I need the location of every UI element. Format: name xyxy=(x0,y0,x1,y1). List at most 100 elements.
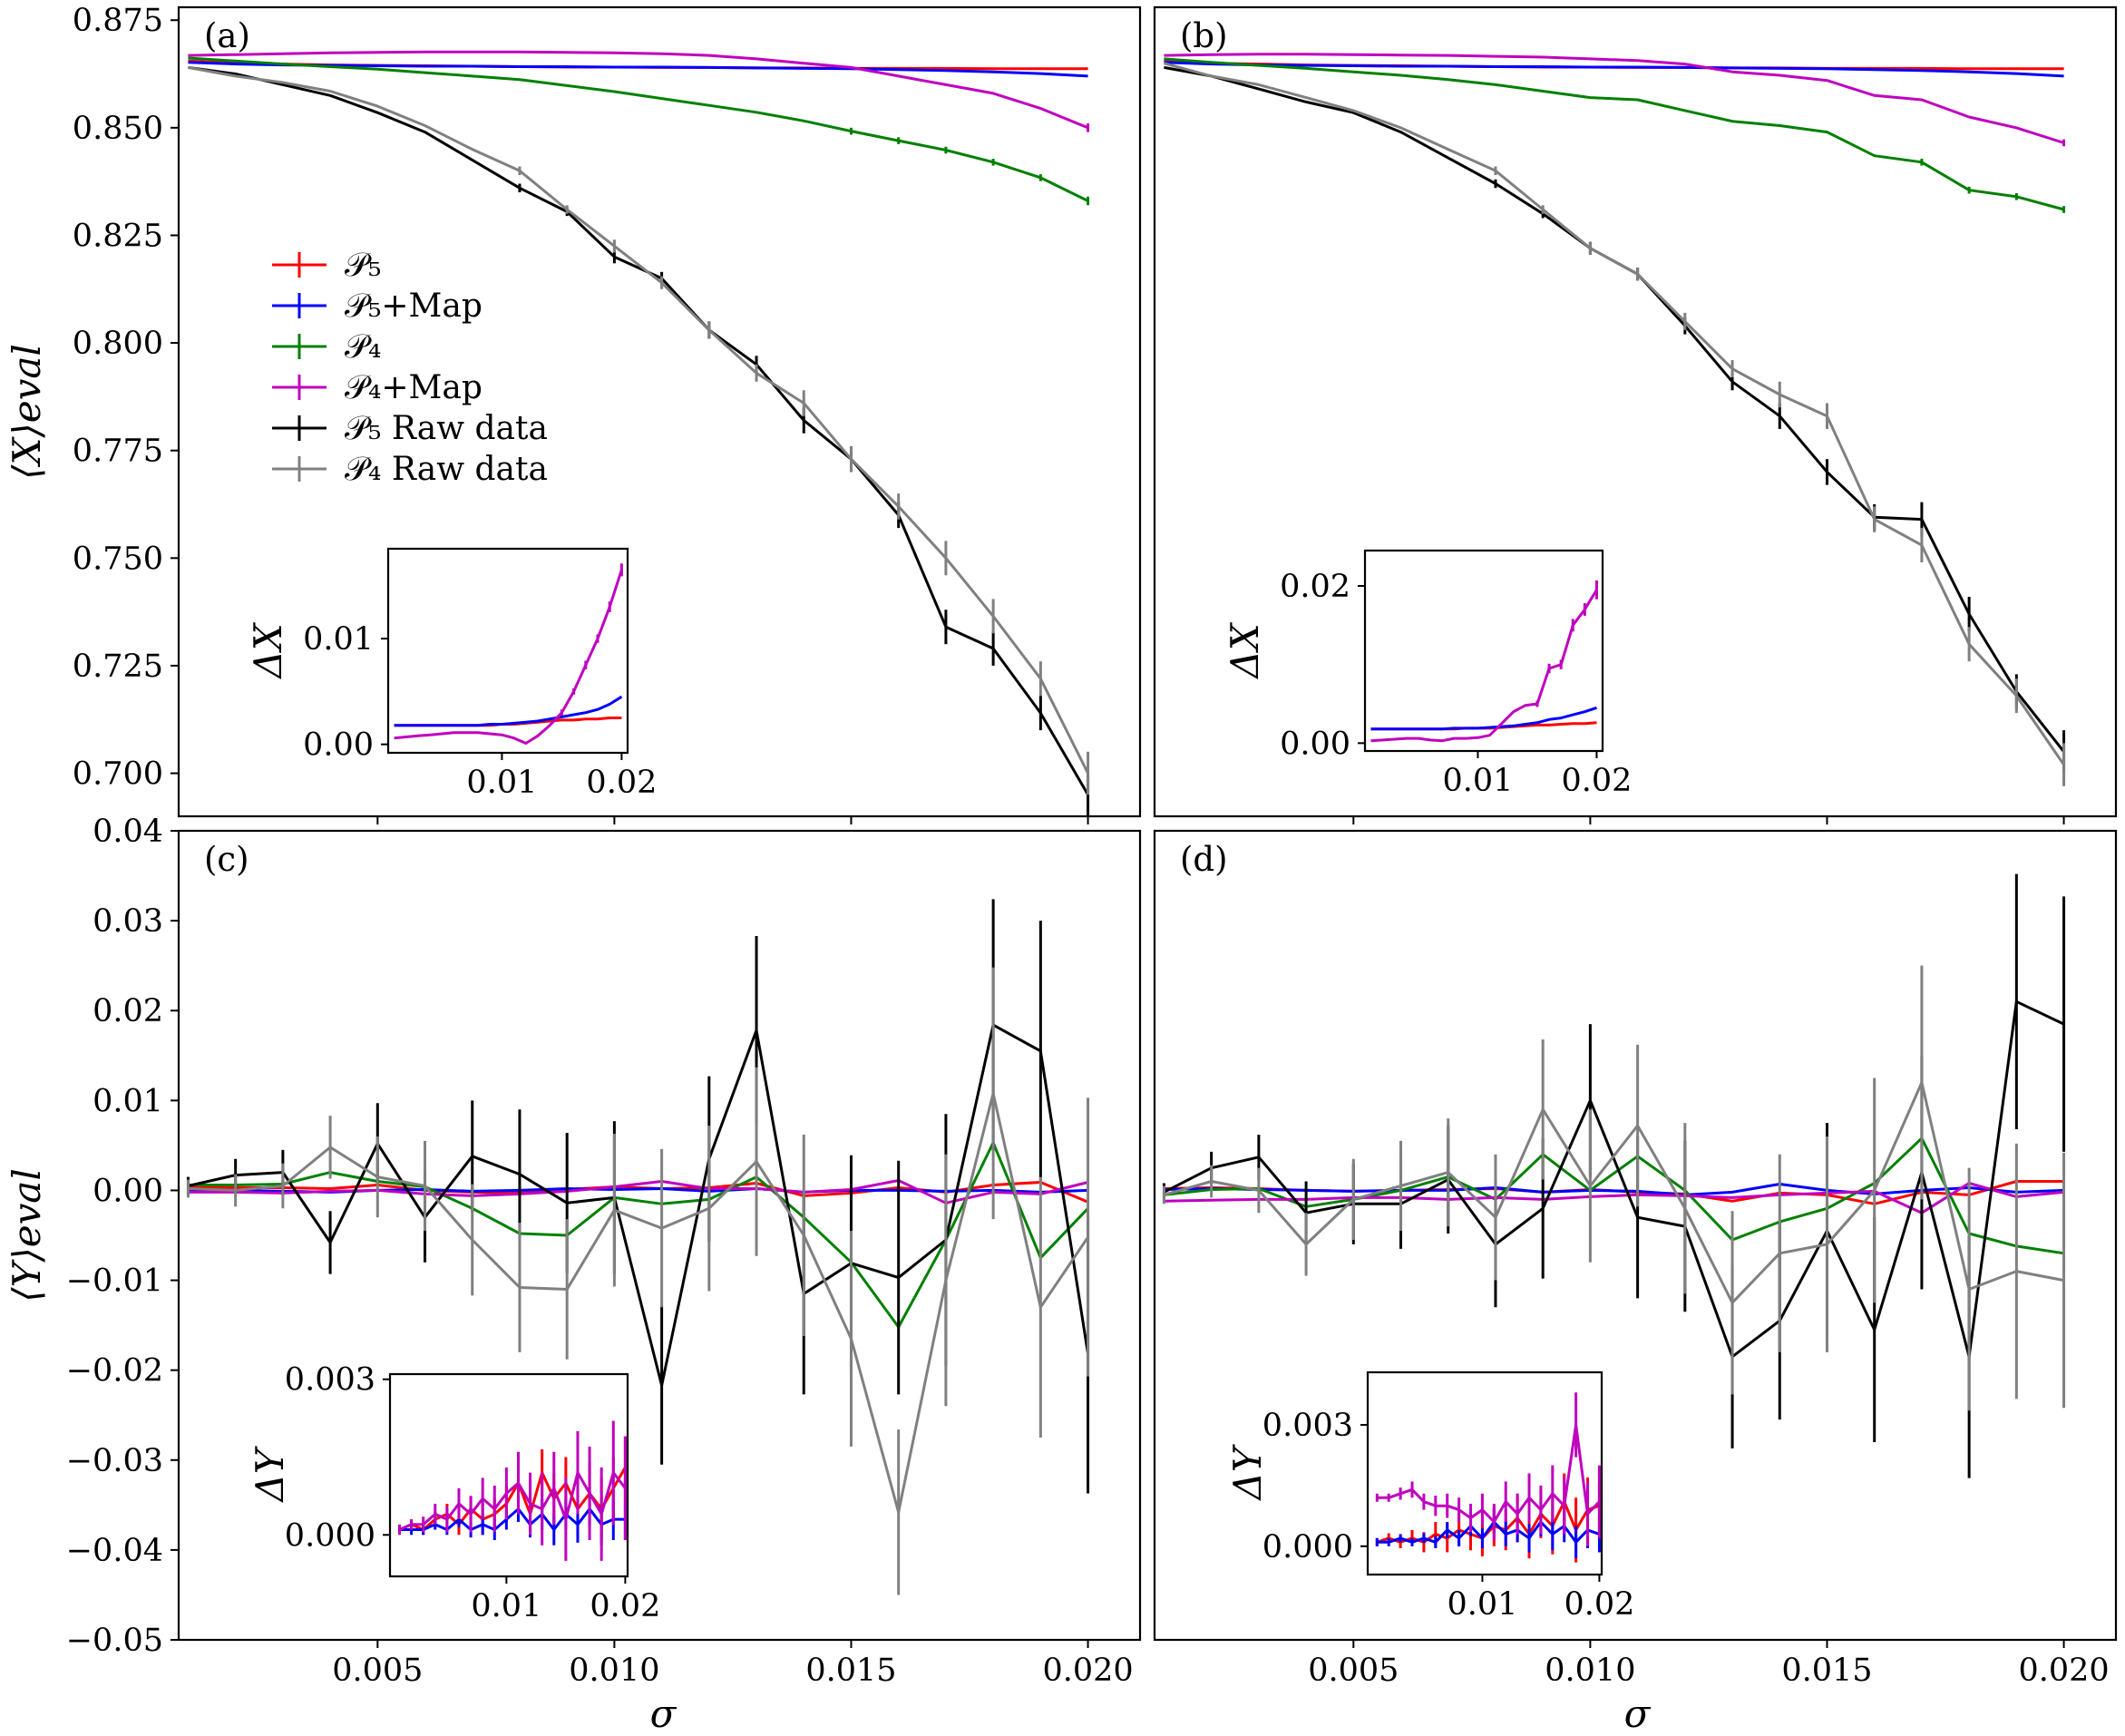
panel-c-background xyxy=(179,831,1140,1640)
panel-a-inset-y-tick-label: 0.00 xyxy=(303,727,374,764)
panel-a-inset-y-tick-label: 0.01 xyxy=(303,621,374,658)
panel-d-plot-area xyxy=(1162,873,2066,1478)
legend-label-P4Raw: 𝒫₄ Raw data xyxy=(345,451,548,488)
panel-c-y-tick-label: −0.01 xyxy=(66,1263,163,1300)
panel-b-series-P5Map xyxy=(1164,61,2064,78)
panel-a-frame xyxy=(177,5,1142,818)
panel-a-series-P5Map xyxy=(188,61,1088,78)
panel-a-inset-series-P4Map xyxy=(394,569,623,745)
panel-a-series-P5Raw xyxy=(188,65,1089,796)
panel-c-y-tick-label: 0.04 xyxy=(93,814,163,850)
panel-b-inset-plot-area xyxy=(1370,580,1598,743)
panel-c-inset-x-tick-label: 0.02 xyxy=(590,1588,660,1624)
panel-b-inset-background xyxy=(1365,551,1603,751)
panel-a-inset-frame xyxy=(386,547,629,755)
panel-c-inset-background xyxy=(390,1374,628,1576)
panel-d-x-tick-label: 0.010 xyxy=(1545,1653,1635,1689)
panel-a-y-axis-label: ⟨X⟩eval xyxy=(5,344,49,480)
panel-c-x-tick-label: 0.010 xyxy=(569,1653,659,1689)
panel-d-inset-frame xyxy=(1366,1370,1603,1576)
panel-a-label: (a) xyxy=(204,16,250,55)
legend-label-P5Raw: 𝒫₅ Raw data xyxy=(345,410,548,447)
panel-b-inset-y-axis-label: ΔX xyxy=(1223,621,1267,679)
panel-b-inset-x-tick-label: 0.01 xyxy=(1442,763,1513,799)
panel-a-series-P4Map xyxy=(188,50,1089,130)
panel-c-inset-series-P4Map xyxy=(398,1471,627,1531)
panel-b-frame xyxy=(1153,5,2118,818)
panel-b-plot-area xyxy=(1164,53,2066,786)
panel-c-inset-x-tick-label: 0.01 xyxy=(471,1588,541,1624)
panel-d-inset-y-tick-label: 0.000 xyxy=(1262,1529,1353,1565)
panel-c-inset-y-tick-label: 0.000 xyxy=(285,1517,375,1554)
panel-b-background xyxy=(1155,7,2116,816)
panel-d-inset-plot-area xyxy=(1375,1392,1601,1563)
panel-a-inset-x-tick-label: 0.02 xyxy=(586,765,657,801)
panel-d-axes: 0.005 0.010 0.015 0.020 (d) xyxy=(1153,829,2118,1689)
panel-b-inset-frame xyxy=(1363,549,1604,753)
panel-d-label: (d) xyxy=(1180,840,1228,879)
panel-a-inset-y-axis-label: ΔX xyxy=(246,621,290,679)
panel-c-inset-series-P5 xyxy=(398,1467,627,1531)
panel-c-axes: 0.005 0.010 0.015 0.020 −0.05 −0.04 −0.03 −0.02… xyxy=(5,814,1142,1689)
panel-c-y-tick-label: −0.03 xyxy=(66,1443,163,1479)
panel-a-y-tick-label: 0.850 xyxy=(73,111,163,147)
legend-label-P4: 𝒫₄ xyxy=(345,328,381,366)
panel-a-y-tick-label: 0.875 xyxy=(73,3,163,39)
panel-a-y-tick-label: 0.725 xyxy=(73,649,163,685)
panel-c-y-tick-label: 0.00 xyxy=(93,1173,163,1209)
panel-d-inset-y-axis-label: ΔY xyxy=(1225,1443,1270,1501)
panel-a-inset-series-P5Map xyxy=(394,695,623,727)
panel-d-inset-x-tick-label: 0.02 xyxy=(1564,1586,1634,1623)
panel-a-background xyxy=(179,7,1140,816)
panel-d-inset-background xyxy=(1368,1372,1602,1575)
panel-b-inset-series-P5Map xyxy=(1370,706,1597,731)
panel-c-plot-area xyxy=(186,899,1090,1595)
panel-c-inset-series-P5Map xyxy=(399,1507,626,1531)
panel-b-inset-x-tick-label: 0.02 xyxy=(1561,763,1632,799)
panel-b-inset-y-tick-label: 0.00 xyxy=(1280,726,1350,762)
panel-a-y-tick-label: 0.775 xyxy=(73,434,163,470)
panel-c-y-tick-label: 0.03 xyxy=(93,903,163,940)
panel-c-inset-y-tick-label: 0.003 xyxy=(285,1362,375,1399)
panel-a-plot-area xyxy=(188,50,1090,816)
panel-b-series-P4Map xyxy=(1164,53,2065,144)
panel-d-inset-x-tick-label: 0.01 xyxy=(1447,1586,1517,1623)
panel-a-inset-plot-area xyxy=(394,563,623,745)
panel-b-inset-y-tick-label: 0.02 xyxy=(1280,569,1350,605)
panel-c-inset-y-axis-label: ΔY xyxy=(248,1445,292,1503)
panel-b-axes: (b) xyxy=(1153,5,2118,824)
legend-label-P5: 𝒫₅ xyxy=(345,247,381,284)
panel-c-series-P4Map xyxy=(188,1179,1088,1204)
panel-d-series-P5Map xyxy=(1164,1183,2064,1196)
panel-c-inset-frame xyxy=(388,1372,629,1578)
panel-c-x-tick-label: 0.005 xyxy=(332,1653,423,1689)
panel-a-axes: 0.700 0.725 0.750 0.775 0.800 0.825 0.850 0.875… xyxy=(5,3,1142,824)
panel-b-inset-axes: 0.01 0.02 0.00 0.02 ΔX xyxy=(1223,549,1632,799)
panel-c-y-tick-label: 0.02 xyxy=(93,993,163,1029)
panel-b-label: (b) xyxy=(1180,16,1228,55)
legend-label-P4Map: 𝒫₄+Map xyxy=(345,369,483,406)
panel-d-x-tick-label: 0.015 xyxy=(1781,1653,1872,1689)
panel-c-series-P5Raw xyxy=(188,1023,1090,1387)
panel-b-inset-series-P4Map xyxy=(1370,589,1598,743)
panel-a-series-P4Raw xyxy=(188,65,1089,775)
panel-c-y-tick-label: −0.04 xyxy=(66,1533,163,1569)
x-axis-label-right: σ xyxy=(1624,1692,1652,1736)
panel-a-inset-axes: 0.01 0.02 0.00 0.01 ΔX xyxy=(246,547,657,801)
panel-d-series-P4Map xyxy=(1164,1182,2064,1214)
panel-c-y-tick-label: 0.01 xyxy=(93,1083,163,1119)
panel-c-y-axis-label: ⟨Y⟩eval xyxy=(5,1168,49,1302)
panel-c-series-P4Raw xyxy=(188,1091,1089,1514)
panel-a-y-tick-label: 0.700 xyxy=(73,756,163,793)
panel-c-y-tick-label: −0.02 xyxy=(66,1353,163,1390)
panel-b-series-P4 xyxy=(1164,57,2064,211)
panel-a-y-tick-label: 0.800 xyxy=(73,326,163,362)
panel-c-y-tick-label: −0.05 xyxy=(66,1623,163,1659)
panel-d-series-P5Raw xyxy=(1163,1000,2065,1359)
panel-a-y-tick-label: 0.750 xyxy=(73,541,163,577)
panel-d-inset-series-P5Map xyxy=(1377,1520,1600,1544)
panel-c-inset-axes: 0.01 0.02 0.000 0.003 ΔY xyxy=(248,1362,660,1624)
legend-label-P5Map: 𝒫₅+Map xyxy=(345,288,483,325)
